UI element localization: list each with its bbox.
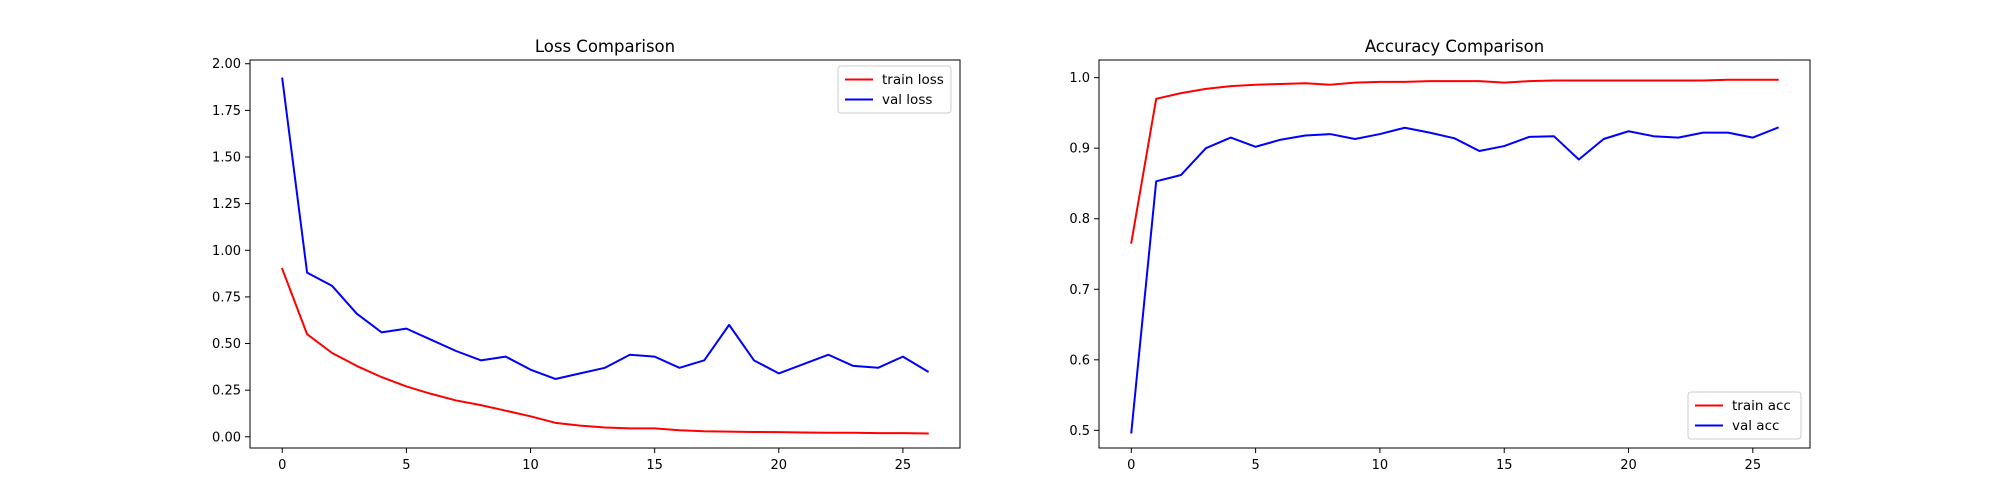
loss-y-tick-label: 2.00 <box>212 57 241 72</box>
accuracy-chart-title: Accuracy Comparison <box>1365 37 1544 56</box>
loss-axes-frame <box>249 59 961 449</box>
loss-y-tick-label: 0.25 <box>212 384 241 399</box>
loss-series-line-train-loss <box>280 267 929 435</box>
loss-y-tick-label: 1.75 <box>212 104 241 119</box>
accuracy-x-tick-label: 20 <box>1620 458 1637 473</box>
accuracy-y-tick-label: 0.8 <box>1069 212 1090 227</box>
accuracy-y-tick-label: 0.9 <box>1069 142 1090 157</box>
legend-frame <box>837 65 952 114</box>
legend-frame <box>1687 391 1802 440</box>
accuracy-y-tick-label: 1.0 <box>1069 71 1090 86</box>
accuracy-chart-legend: train acc val acc <box>1687 391 1802 440</box>
accuracy-axes-frame <box>1098 59 1811 449</box>
loss-chart-plot-area: 0 5 10 15 20 25 0.00 0.25 0.50 0.75 1.00 1.25 1.50 1.… <box>212 57 961 473</box>
accuracy-series-line-train-acc <box>1130 78 1779 244</box>
loss-x-tick-label: 0 <box>278 458 286 473</box>
accuracy-y-tick-label: 0.6 <box>1069 353 1090 368</box>
loss-chart-panel: Loss Comparison 0 5 10 15 20 25 0.00 0.25 0.50 0.… <box>212 37 961 473</box>
accuracy-x-tick-label: 25 <box>1745 458 1762 473</box>
loss-y-tick-label: 0.50 <box>212 337 241 352</box>
loss-chart-title: Loss Comparison <box>535 37 675 56</box>
loss-y-tick-label: 1.50 <box>212 151 241 166</box>
accuracy-x-tick-label: 15 <box>1496 458 1513 473</box>
accuracy-x-tick-label: 0 <box>1127 458 1135 473</box>
accuracy-series-line-val-acc <box>1130 126 1779 434</box>
accuracy-x-tick-label: 10 <box>1372 458 1389 473</box>
legend-label-val-acc: val acc <box>1732 418 1779 434</box>
accuracy-y-tick-label: 0.5 <box>1069 424 1090 439</box>
loss-x-tick-label: 25 <box>895 458 912 473</box>
legend-label-val-loss: val loss <box>882 92 932 108</box>
loss-y-tick-label: 1.00 <box>212 244 241 259</box>
legend-label-train-acc: train acc <box>1732 398 1791 414</box>
loss-x-tick-label: 20 <box>771 458 788 473</box>
loss-y-tick-label: 0.00 <box>212 430 241 445</box>
loss-x-tick-label: 10 <box>522 458 539 473</box>
legend-label-train-loss: train loss <box>882 72 944 88</box>
loss-chart-legend: train loss val loss <box>837 65 952 114</box>
loss-series-line-val-loss <box>281 77 930 380</box>
loss-x-tick-label: 15 <box>646 458 663 473</box>
accuracy-chart-panel: Accuracy Comparison 0 5 10 15 20 250.50.60.70… <box>1069 37 1811 473</box>
loss-y-tick-label: 1.25 <box>212 197 241 212</box>
accuracy-y-tick-label: 0.7 <box>1069 283 1090 298</box>
loss-y-tick-label: 0.75 <box>212 290 241 305</box>
accuracy-x-tick-label: 5 <box>1251 458 1259 473</box>
loss-x-tick-label: 5 <box>402 458 410 473</box>
accuracy-chart-plot-area: 0 5 10 15 20 25 0.5 0.6 0.7 0.8 0.9 1.0 <box>1069 59 1811 473</box>
